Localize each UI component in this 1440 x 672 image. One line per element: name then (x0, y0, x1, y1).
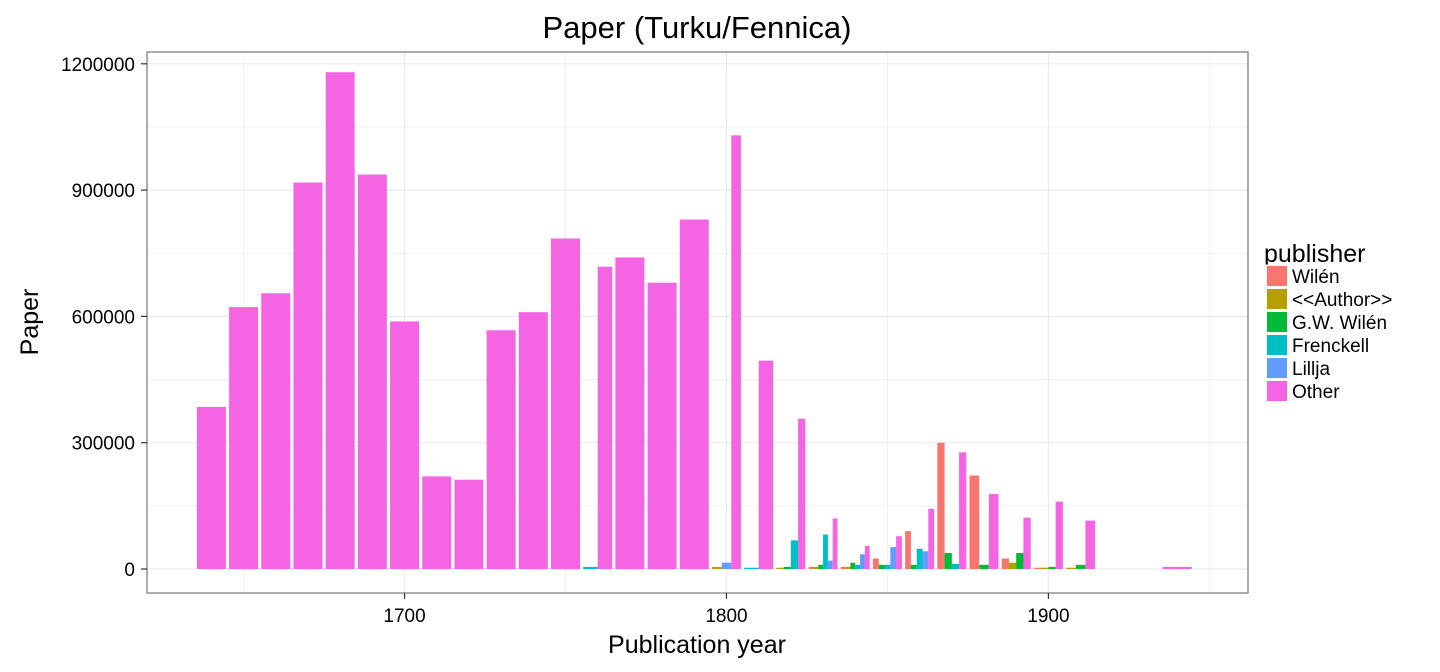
bar (969, 475, 980, 570)
bar (855, 564, 861, 570)
bar (896, 536, 902, 570)
y-tick-label: 1200000 (61, 55, 135, 76)
bar (864, 545, 870, 570)
bar (827, 560, 833, 570)
chart-title: Paper (Turku/Fennica) (543, 10, 852, 45)
bar (1162, 566, 1192, 570)
y-axis-title: Paper (16, 289, 44, 356)
bar (1075, 564, 1086, 570)
legend-label: Frenckell (1292, 336, 1369, 357)
bar (832, 518, 838, 570)
bar (798, 418, 806, 570)
legend-title: publisher (1264, 240, 1365, 268)
bar (711, 566, 722, 570)
bar (910, 564, 917, 570)
y-tick-label: 0 (124, 560, 135, 581)
legend-swatch (1267, 381, 1287, 401)
x-tick-label: 1900 (1027, 606, 1069, 627)
bar (1041, 567, 1049, 570)
bar (890, 547, 897, 570)
x-tick-label: 1800 (705, 606, 747, 627)
y-axis: 0 300000 600000 900000 1200000 (61, 55, 147, 581)
legend-swatch (1267, 358, 1287, 378)
bar (860, 554, 865, 570)
bar (1066, 567, 1076, 570)
bar (905, 531, 911, 570)
bar (872, 558, 879, 570)
bar (357, 174, 387, 570)
legend-label: Lillja (1292, 359, 1330, 380)
bar (1033, 567, 1042, 570)
bar (776, 567, 784, 570)
bar (551, 238, 580, 570)
bar (878, 564, 885, 570)
bar (597, 266, 613, 570)
bar (813, 566, 819, 570)
x-tick-label: 1700 (383, 606, 425, 627)
bar (325, 72, 355, 570)
legend-items: Wilén<<Author>>G.W. WilénFrenckellLillja… (1265, 264, 1392, 403)
x-axis: 1700 1800 1900 (383, 593, 1070, 627)
bar (922, 551, 929, 570)
bar (884, 564, 891, 570)
bars (196, 72, 1192, 570)
bar (783, 566, 791, 570)
bar (850, 562, 856, 570)
y-tick-label: 600000 (72, 307, 135, 328)
bar (937, 442, 945, 570)
y-tick-label: 900000 (72, 181, 135, 202)
legend-label: <<Author>> (1292, 290, 1392, 311)
bar (1023, 517, 1031, 570)
bar (916, 548, 923, 570)
legend-swatch (1267, 312, 1287, 332)
bar (818, 564, 824, 570)
legend-swatch (1267, 335, 1287, 355)
bar (1008, 562, 1017, 570)
bar (422, 476, 452, 570)
bar (823, 534, 828, 570)
bar (1016, 553, 1024, 570)
bar (959, 452, 967, 570)
bar (840, 566, 846, 570)
bar (390, 321, 420, 570)
legend-label: Wilén (1292, 267, 1340, 288)
bar (944, 553, 952, 570)
legend-swatch (1267, 289, 1287, 309)
bar (261, 293, 291, 570)
legend: publisher Wilén<<Author>>G.W. WilénFrenc… (1264, 240, 1392, 403)
bar (928, 508, 935, 570)
bar (721, 562, 732, 570)
bar (845, 566, 851, 570)
x-axis-title: Publication year (608, 631, 786, 659)
bar (1048, 566, 1056, 570)
legend-swatch (1267, 266, 1287, 286)
bar (196, 406, 226, 570)
bar (679, 219, 709, 570)
bar (647, 282, 677, 570)
bar (1085, 520, 1096, 570)
y-tick-label: 300000 (72, 434, 135, 455)
bar (731, 135, 741, 570)
legend-label: Other (1292, 382, 1340, 403)
bar (518, 312, 548, 570)
bar (1001, 558, 1009, 570)
bar (979, 564, 989, 570)
bar (744, 567, 759, 570)
bar (229, 307, 259, 570)
bar (951, 563, 960, 570)
bar (758, 360, 774, 570)
bar (486, 330, 516, 570)
plot-border (146, 51, 1249, 594)
legend-label: G.W. Wilén (1292, 313, 1387, 334)
bar (454, 479, 484, 570)
bar (1055, 501, 1063, 570)
bar (808, 566, 814, 570)
bar (790, 540, 799, 570)
bar (583, 566, 598, 570)
bar (615, 257, 645, 570)
bar (293, 182, 323, 570)
bar (988, 494, 999, 570)
